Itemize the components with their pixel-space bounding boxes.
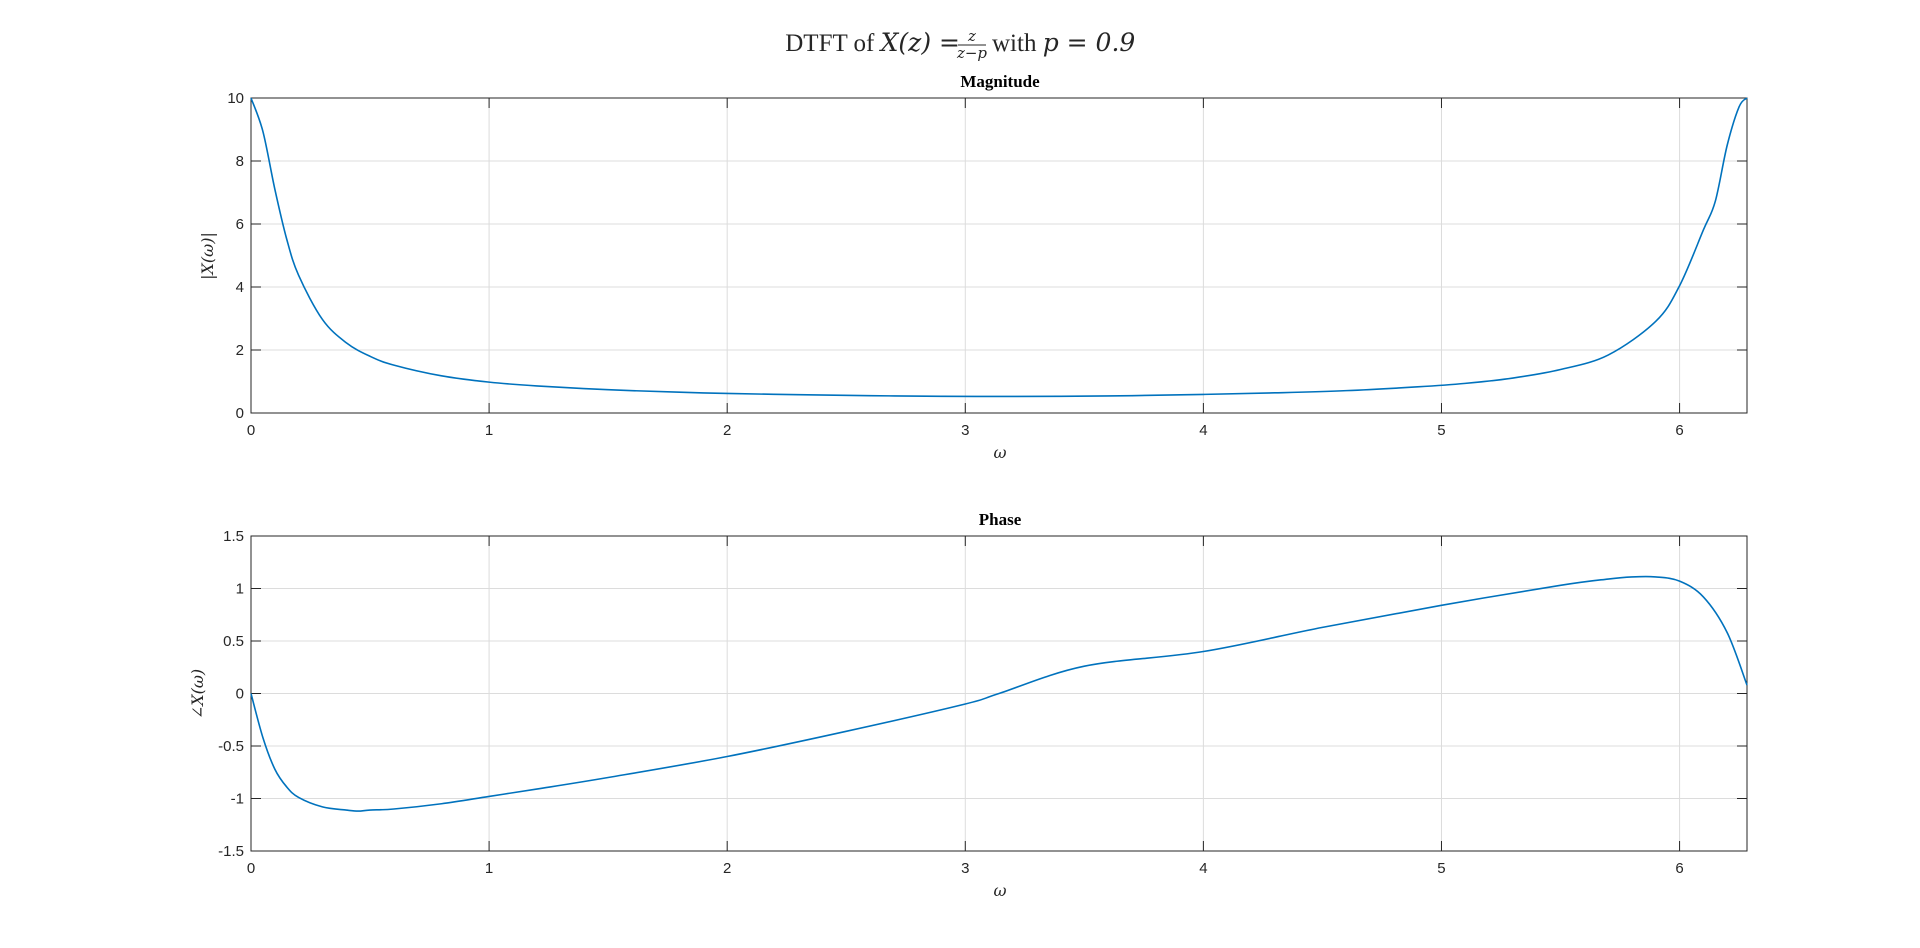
figure-title-param: p = 0.9 [1043,28,1136,57]
phase-ytick-label: 0 [236,686,244,703]
magnitude-xtick-label: 3 [961,422,969,439]
magnitude-grid [250,97,1747,414]
phase-line [250,575,1748,812]
magnitude-ytick-label: 2 [236,342,244,359]
magnitude-xtick-label: 1 [485,422,493,439]
figure-title-suffix: with [992,30,1043,57]
magnitude-xtick-label: 0 [247,422,255,439]
magnitude-xtick-label: 5 [1437,422,1445,439]
magnitude-ytick-label: 10 [227,90,244,107]
phase-ytick-label: -0.5 [218,738,244,755]
magnitude-ticks: 0 1 2 3 4 5 6 0 2 4 6 8 10 [227,90,1747,439]
figure-title: DTFT of X(z) = [785,28,960,57]
magnitude-xtick-label: 2 [723,422,731,439]
phase-xtick-label: 3 [961,860,969,877]
magnitude-xlabel: ω [993,443,1006,462]
phase-xtick-label: 6 [1675,860,1683,877]
phase-ticks: 0 1 2 3 4 5 6 -1.5 -1 -0.5 0 0.5 1 1.5 [218,528,1747,877]
figure-title-lhs: X(z) = [879,28,960,57]
magnitude-line [250,97,1748,398]
phase-ytick-label: 0.5 [223,633,244,650]
phase-xtick-label: 5 [1437,860,1445,877]
figure-title-numerator: z [967,27,976,45]
phase-xtick-label: 2 [723,860,731,877]
phase-ytick-label: -1.5 [218,843,244,860]
magnitude-title: Magnitude [960,72,1040,91]
phase-ytick-label: 1 [236,581,244,598]
figure-title-denominator: z−p [956,44,987,62]
magnitude-ytick-label: 8 [236,153,244,170]
phase-xtick-label: 4 [1199,860,1207,877]
figure-title-tail: with p = 0.9 [992,28,1135,57]
magnitude-ylabel: |X(ω)| [198,232,217,280]
figure-title-prefix: DTFT of [785,30,880,57]
magnitude-xtick-label: 6 [1675,422,1683,439]
magnitude-ytick-label: 6 [236,216,244,233]
phase-ytick-label: 1.5 [223,528,244,545]
phase-title: Phase [979,510,1022,529]
phase-subplot: Phase 0 1 2 3 4 5 6 -1.5 -1 -0.5 0 0.5 1 1.5 ω ∠X(ω) [188,510,1748,900]
magnitude-plot-area [250,97,1748,414]
magnitude-ytick-label: 0 [236,405,244,422]
magnitude-subplot: Magnitude 0 1 2 3 4 5 6 0 2 4 6 8 10 ω |X(ω)| [198,72,1748,462]
phase-ytick-label: -1 [231,791,244,808]
magnitude-ytick-label: 4 [236,279,244,296]
phase-ylabel: ∠X(ω) [188,669,207,719]
figure-title-fraction: z z−p [956,27,987,62]
phase-xlabel: ω [993,881,1006,900]
phase-xtick-label: 0 [247,860,255,877]
phase-xtick-label: 1 [485,860,493,877]
magnitude-xtick-label: 4 [1199,422,1207,439]
